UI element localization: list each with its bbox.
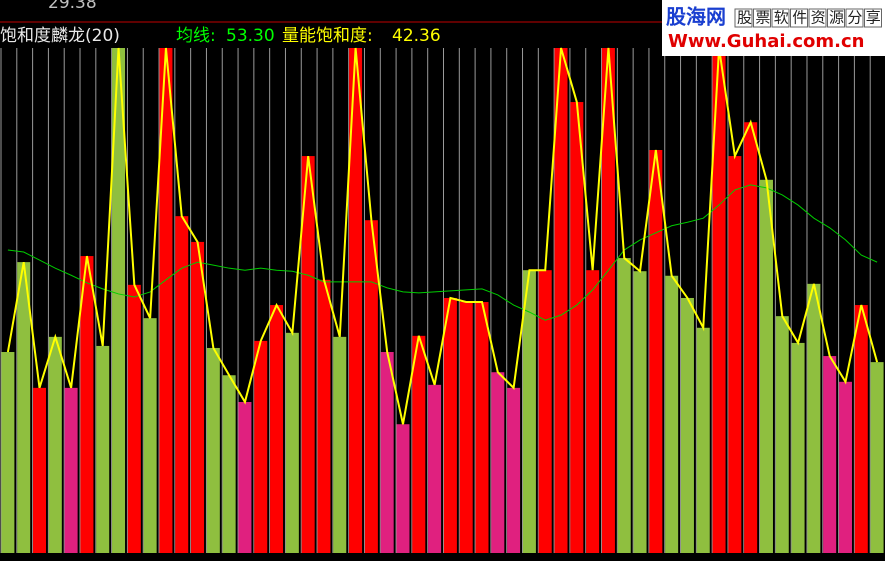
bar	[807, 283, 821, 553]
bar	[522, 270, 536, 553]
bar	[317, 279, 331, 553]
legend-label: 量能饱和度:	[282, 26, 373, 46]
slogan-box	[845, 8, 864, 28]
bar	[1, 352, 15, 553]
bar	[759, 179, 773, 553]
bar	[175, 216, 189, 554]
bar	[412, 335, 426, 553]
slogan-box	[753, 8, 771, 28]
slogan-box	[827, 8, 845, 28]
bar	[791, 342, 805, 553]
watermark: 股海网 股票软件资源分享 Www.Guhai.com.cn	[662, 0, 885, 56]
bar	[838, 381, 852, 553]
price-label: 29.38	[48, 0, 97, 13]
bar	[80, 256, 94, 553]
bar	[823, 356, 837, 553]
bar	[854, 305, 868, 553]
watermark-url: Www.Guhai.com.cn	[668, 31, 864, 52]
bar	[775, 316, 789, 553]
bar	[428, 384, 442, 553]
bar	[64, 387, 78, 553]
legend-label: 均线:	[176, 26, 216, 46]
slogan-box	[864, 8, 882, 28]
watermark-slogan: 股票软件资源分享	[737, 9, 884, 27]
slogan-box	[771, 8, 790, 28]
slogan-box	[790, 8, 808, 28]
bar	[48, 336, 62, 553]
bar	[112, 48, 126, 553]
bar	[206, 347, 220, 553]
bar	[538, 270, 552, 553]
bar	[159, 48, 173, 553]
bar	[238, 402, 252, 553]
bar	[459, 302, 473, 553]
bar	[680, 297, 694, 553]
bar	[507, 387, 521, 553]
bar	[301, 156, 315, 553]
bar	[222, 375, 236, 553]
watermark-brand: 股海网	[666, 5, 726, 29]
bar	[475, 302, 489, 553]
bar	[96, 345, 110, 553]
bar	[143, 318, 157, 553]
bar	[617, 258, 631, 553]
legend-value: 42.36	[392, 26, 441, 46]
bar	[285, 332, 299, 553]
chart-title: 饱和度麟龙(20)	[0, 26, 120, 46]
bar	[127, 284, 141, 553]
bar	[191, 241, 205, 554]
bar	[696, 327, 710, 553]
bar	[601, 48, 615, 553]
bar	[364, 220, 378, 553]
bar	[33, 387, 47, 553]
bar	[554, 48, 568, 553]
bar	[570, 102, 584, 553]
legend-value: 53.30	[226, 26, 275, 46]
bar	[17, 262, 31, 553]
bar	[349, 48, 363, 553]
saturation-line	[6, 47, 879, 425]
bar	[270, 305, 284, 553]
bar	[744, 122, 758, 554]
bar	[254, 340, 268, 553]
bar	[380, 352, 394, 553]
bar	[491, 372, 505, 553]
slogan-box	[808, 8, 827, 28]
bar	[649, 150, 663, 553]
bar	[333, 336, 347, 553]
bar	[870, 362, 884, 553]
bar	[665, 275, 679, 553]
bar	[443, 297, 457, 553]
slogan-box	[734, 8, 753, 28]
bar	[586, 270, 600, 553]
bar	[712, 48, 726, 553]
bar	[728, 156, 742, 553]
bar	[396, 424, 410, 553]
bar	[633, 271, 647, 553]
